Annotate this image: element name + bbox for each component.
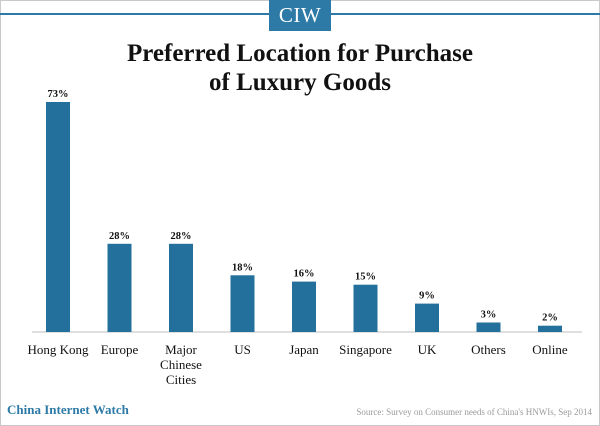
bar <box>107 243 132 332</box>
value-label: 15% <box>355 272 376 283</box>
value-labels-layer: 73% 28% 28% 18% 16% 15% 9% 3% 2% <box>48 89 558 324</box>
value-label: 28% <box>109 231 130 242</box>
value-label: 16% <box>294 269 315 280</box>
bar <box>415 303 439 332</box>
ciw-logo: CIW <box>269 0 331 31</box>
category-label: Japan <box>289 342 319 357</box>
category-label-line: UK <box>418 342 437 357</box>
value-label: 73% <box>48 89 69 100</box>
bar <box>353 284 378 332</box>
category-label: Major Chinese Cities <box>160 342 202 387</box>
footer-source: Source: Survey on Consumer needs of Chin… <box>356 407 592 417</box>
category-label: US <box>234 342 251 357</box>
category-label-line: Major <box>165 342 197 357</box>
bar <box>292 281 316 332</box>
bar <box>169 243 193 332</box>
value-label: 2% <box>542 313 558 324</box>
bar <box>476 322 501 332</box>
footer-brand: China Internet Watch <box>7 402 129 417</box>
value-label: 3% <box>481 310 497 321</box>
chart-title: Preferred Location for Purchase of Luxur… <box>0 39 600 97</box>
chart-title-line-1: Preferred Location for Purchase <box>127 40 473 67</box>
category-label: UK <box>418 342 437 357</box>
bar <box>538 325 562 332</box>
value-label: 18% <box>232 262 253 273</box>
bar <box>46 102 70 332</box>
bar <box>230 275 255 332</box>
category-label: Singapore <box>339 342 392 357</box>
category-label: Europe <box>101 342 139 357</box>
category-label-line: Singapore <box>339 342 392 357</box>
category-label-line: Others <box>471 342 506 357</box>
category-label-line: US <box>234 342 251 357</box>
category-label-line: Hong Kong <box>27 342 89 357</box>
category-label: Hong Kong <box>27 342 89 357</box>
category-labels-layer: Hong Kong Europe Major Chinese Cities US Japan… <box>27 342 567 387</box>
category-label-line: Europe <box>101 342 139 357</box>
category-label-line: Japan <box>289 342 319 357</box>
category-label: Others <box>471 342 506 357</box>
chart-title-line-2: of Luxury Goods <box>209 69 391 96</box>
value-label: 9% <box>419 291 435 302</box>
bars-layer <box>46 102 562 332</box>
category-label: Online <box>532 342 568 357</box>
value-label: 28% <box>171 231 192 242</box>
category-label-line: Cities <box>166 372 196 387</box>
category-label-line: Online <box>532 342 568 357</box>
category-label-line: Chinese <box>160 357 202 372</box>
